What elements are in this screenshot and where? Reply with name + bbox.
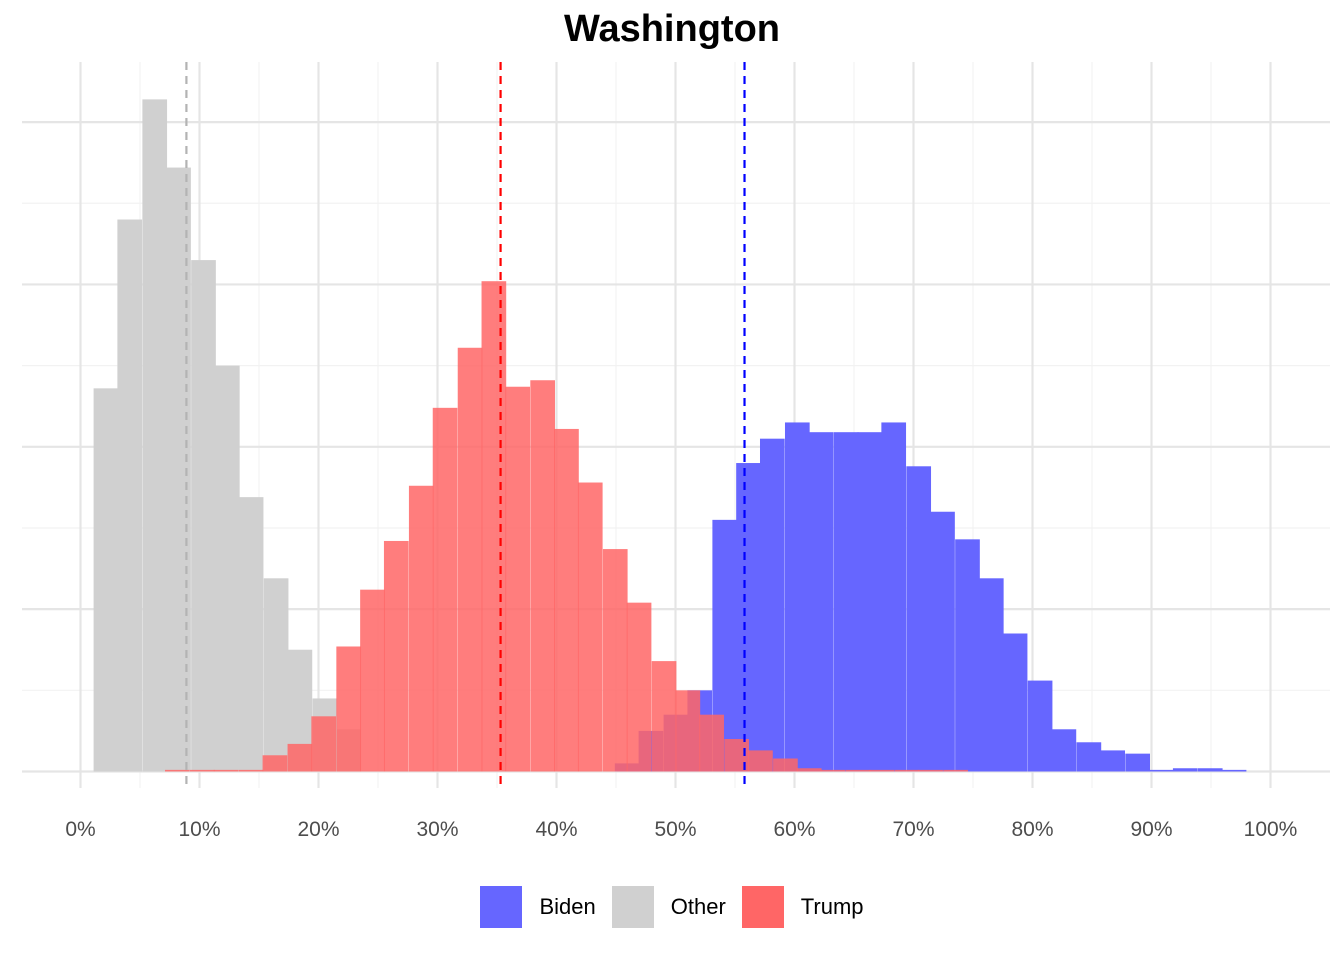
bar-other xyxy=(93,388,119,772)
x-tick-label: 20% xyxy=(297,818,339,841)
bar-biden xyxy=(736,463,761,772)
bar-trump xyxy=(505,386,531,772)
legend-key-other xyxy=(611,886,654,928)
legend-label-other: Other xyxy=(670,894,726,919)
chart-plot-area: 0% 10% 20% 30% 40% 50% 60% 70% 80% 90% 100% xyxy=(22,62,1330,841)
bar-biden xyxy=(1076,742,1102,772)
bar-trump xyxy=(287,743,313,772)
bars-layer xyxy=(93,99,1247,772)
bar-biden xyxy=(881,422,907,772)
bar-trump xyxy=(869,769,895,772)
bar-biden xyxy=(1002,633,1028,772)
bar-other xyxy=(142,99,168,772)
series-other xyxy=(93,99,362,772)
bar-biden xyxy=(808,432,834,772)
bar-biden xyxy=(1051,729,1077,772)
series-trump xyxy=(164,281,968,772)
bar-trump xyxy=(651,661,677,772)
bar-trump xyxy=(530,380,555,772)
bar-trump xyxy=(626,602,652,772)
bar-other xyxy=(117,219,143,772)
legend-item-other: Other xyxy=(611,886,726,928)
bar-trump xyxy=(457,347,483,772)
bar-biden xyxy=(1172,768,1198,772)
bar-biden xyxy=(1027,680,1053,772)
bar-biden xyxy=(978,578,1004,772)
chart-title: Washington xyxy=(564,8,780,50)
bar-trump xyxy=(845,769,871,772)
bar-other xyxy=(191,260,216,772)
bar-biden xyxy=(1221,769,1247,772)
legend: Biden Other Trump xyxy=(0,886,1344,928)
bar-trump xyxy=(383,540,409,772)
bar-biden xyxy=(759,438,785,772)
bar-biden xyxy=(857,432,883,772)
bar-trump xyxy=(213,769,239,772)
bar-trump xyxy=(943,769,968,772)
x-tick-label: 40% xyxy=(535,818,577,841)
bar-biden xyxy=(1149,769,1174,772)
bar-trump xyxy=(311,716,337,772)
bar-other xyxy=(214,365,240,772)
bar-trump xyxy=(432,407,458,772)
bar-trump xyxy=(748,750,773,772)
x-tick-label: 50% xyxy=(654,818,696,841)
series-biden xyxy=(614,422,1247,772)
bar-trump xyxy=(796,768,822,772)
bar-trump xyxy=(164,769,190,772)
x-tick-label: 90% xyxy=(1130,818,1172,841)
bar-trump xyxy=(602,549,628,772)
bar-trump xyxy=(699,714,724,772)
bar-trump xyxy=(820,769,846,772)
bar-trump xyxy=(773,758,798,772)
bar-trump xyxy=(554,428,579,772)
legend-label-biden: Biden xyxy=(539,894,596,919)
bar-trump xyxy=(918,769,943,772)
bar-trump xyxy=(408,485,434,772)
x-tick-label: 30% xyxy=(416,818,458,841)
bar-trump xyxy=(481,281,507,772)
legend-label-trump: Trump xyxy=(800,894,864,919)
bar-biden xyxy=(1125,753,1150,772)
bar-biden xyxy=(1197,768,1223,772)
x-tick-label: 0% xyxy=(65,818,95,841)
legend-item-biden: Biden xyxy=(480,886,596,928)
bar-trump xyxy=(577,482,603,772)
bar-trump xyxy=(262,755,288,772)
bar-trump xyxy=(360,589,385,772)
bar-trump xyxy=(189,769,215,772)
legend-item-trump: Trump xyxy=(741,886,864,928)
x-tick-labels: 0% 10% 20% 30% 40% 50% 60% 70% 80% 90% 100% xyxy=(65,818,1297,841)
x-tick-label: 60% xyxy=(773,818,815,841)
bar-trump xyxy=(675,690,701,772)
bar-trump xyxy=(238,769,264,772)
reference-lines-layer xyxy=(185,62,746,788)
bar-trump xyxy=(894,769,920,772)
x-tick-label: 70% xyxy=(892,818,934,841)
x-tick-label: 100% xyxy=(1244,818,1298,841)
bar-biden xyxy=(1100,750,1126,772)
bar-biden xyxy=(955,539,980,772)
bar-biden xyxy=(930,511,955,772)
bar-other xyxy=(238,497,264,772)
bar-biden xyxy=(833,432,859,772)
bar-biden xyxy=(784,422,810,772)
x-tick-label: 80% xyxy=(1011,818,1053,841)
legend-key-trump xyxy=(741,886,784,928)
bar-biden xyxy=(906,466,932,772)
legend-key-biden xyxy=(480,886,523,928)
bar-trump xyxy=(336,646,362,772)
bar-other xyxy=(263,578,289,772)
x-tick-label: 10% xyxy=(178,818,220,841)
